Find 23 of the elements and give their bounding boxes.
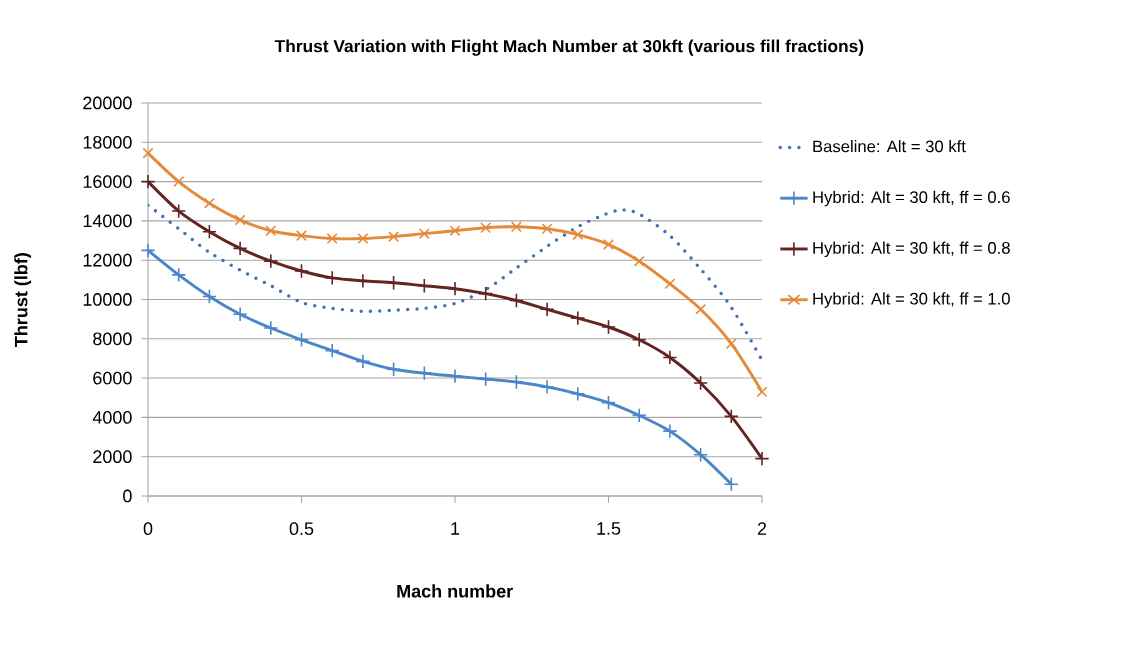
y-tick-label: 12000 (83, 253, 132, 267)
y-tick-label: 0 (123, 489, 132, 503)
y-tick-label: 6000 (93, 371, 132, 385)
legend-label: Baseline: Alt = 30 kft (813, 140, 966, 153)
y-tick-label: 18000 (83, 135, 132, 149)
y-tick-label: 10000 (83, 293, 132, 306)
y-tick-label: 20000 (83, 96, 132, 110)
x-tick-label: 1 (451, 522, 460, 535)
y-tick-label: 8000 (93, 332, 132, 346)
legend-label: Hybrid: Alt = 30 kft, ff = 1.0 (813, 292, 1010, 308)
y-axis-title: Thrust (lbf) (14, 253, 32, 347)
x-tick-label: 0.5 (289, 522, 314, 535)
y-tick-label: 16000 (83, 175, 132, 188)
chart-title: Thrust Variation with Flight Mach Number at 30kft (various fill fractions) (274, 39, 864, 56)
y-tick-label: 4000 (92, 411, 132, 424)
x-tick-label: 1.5 (597, 522, 621, 535)
y-tick-label: 14000 (83, 214, 132, 228)
x-tick-label: 2 (757, 522, 767, 535)
y-tick-label: 2000 (93, 450, 132, 464)
legend-label: Hybrid: Alt = 30 kft, ff = 0.8 (813, 241, 1010, 258)
x-axis-title: Mach number (397, 584, 513, 598)
x-tick-label: 0 (143, 522, 153, 535)
legend-label: Hybrid: Alt = 30 kft, ff = 0.6 (813, 190, 1010, 207)
